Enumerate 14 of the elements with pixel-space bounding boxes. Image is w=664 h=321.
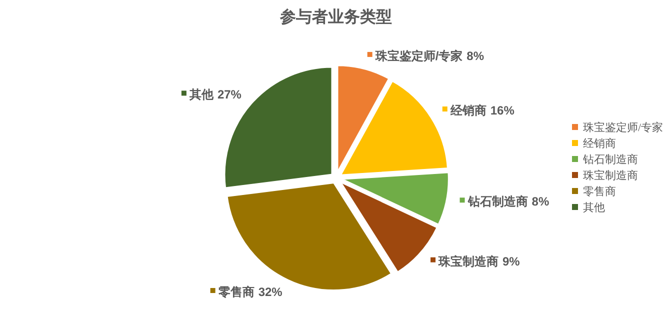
legend-label: 钻石制造商: [466, 194, 528, 209]
legend-label: 其他: [188, 88, 214, 102]
data-label: 16%: [490, 103, 515, 118]
data-label: 8%: [532, 194, 550, 209]
legend-label: 零售商: [217, 285, 254, 300]
title: 参与者业务类型: [280, 9, 392, 26]
legend-label: 经销商: [449, 103, 486, 118]
data-label: 27%: [217, 88, 242, 102]
legend-label: 珠宝鉴定师/专家: [374, 48, 463, 63]
legend: 珠宝鉴定师/专家 经销商 钻石制造商 珠宝制造商 零售商 其他: [572, 122, 664, 214]
data-label: 9%: [502, 254, 520, 268]
data-label: 32%: [258, 285, 283, 300]
legend-label: 珠宝制造商: [438, 254, 499, 268]
data-label: 8%: [466, 48, 484, 63]
